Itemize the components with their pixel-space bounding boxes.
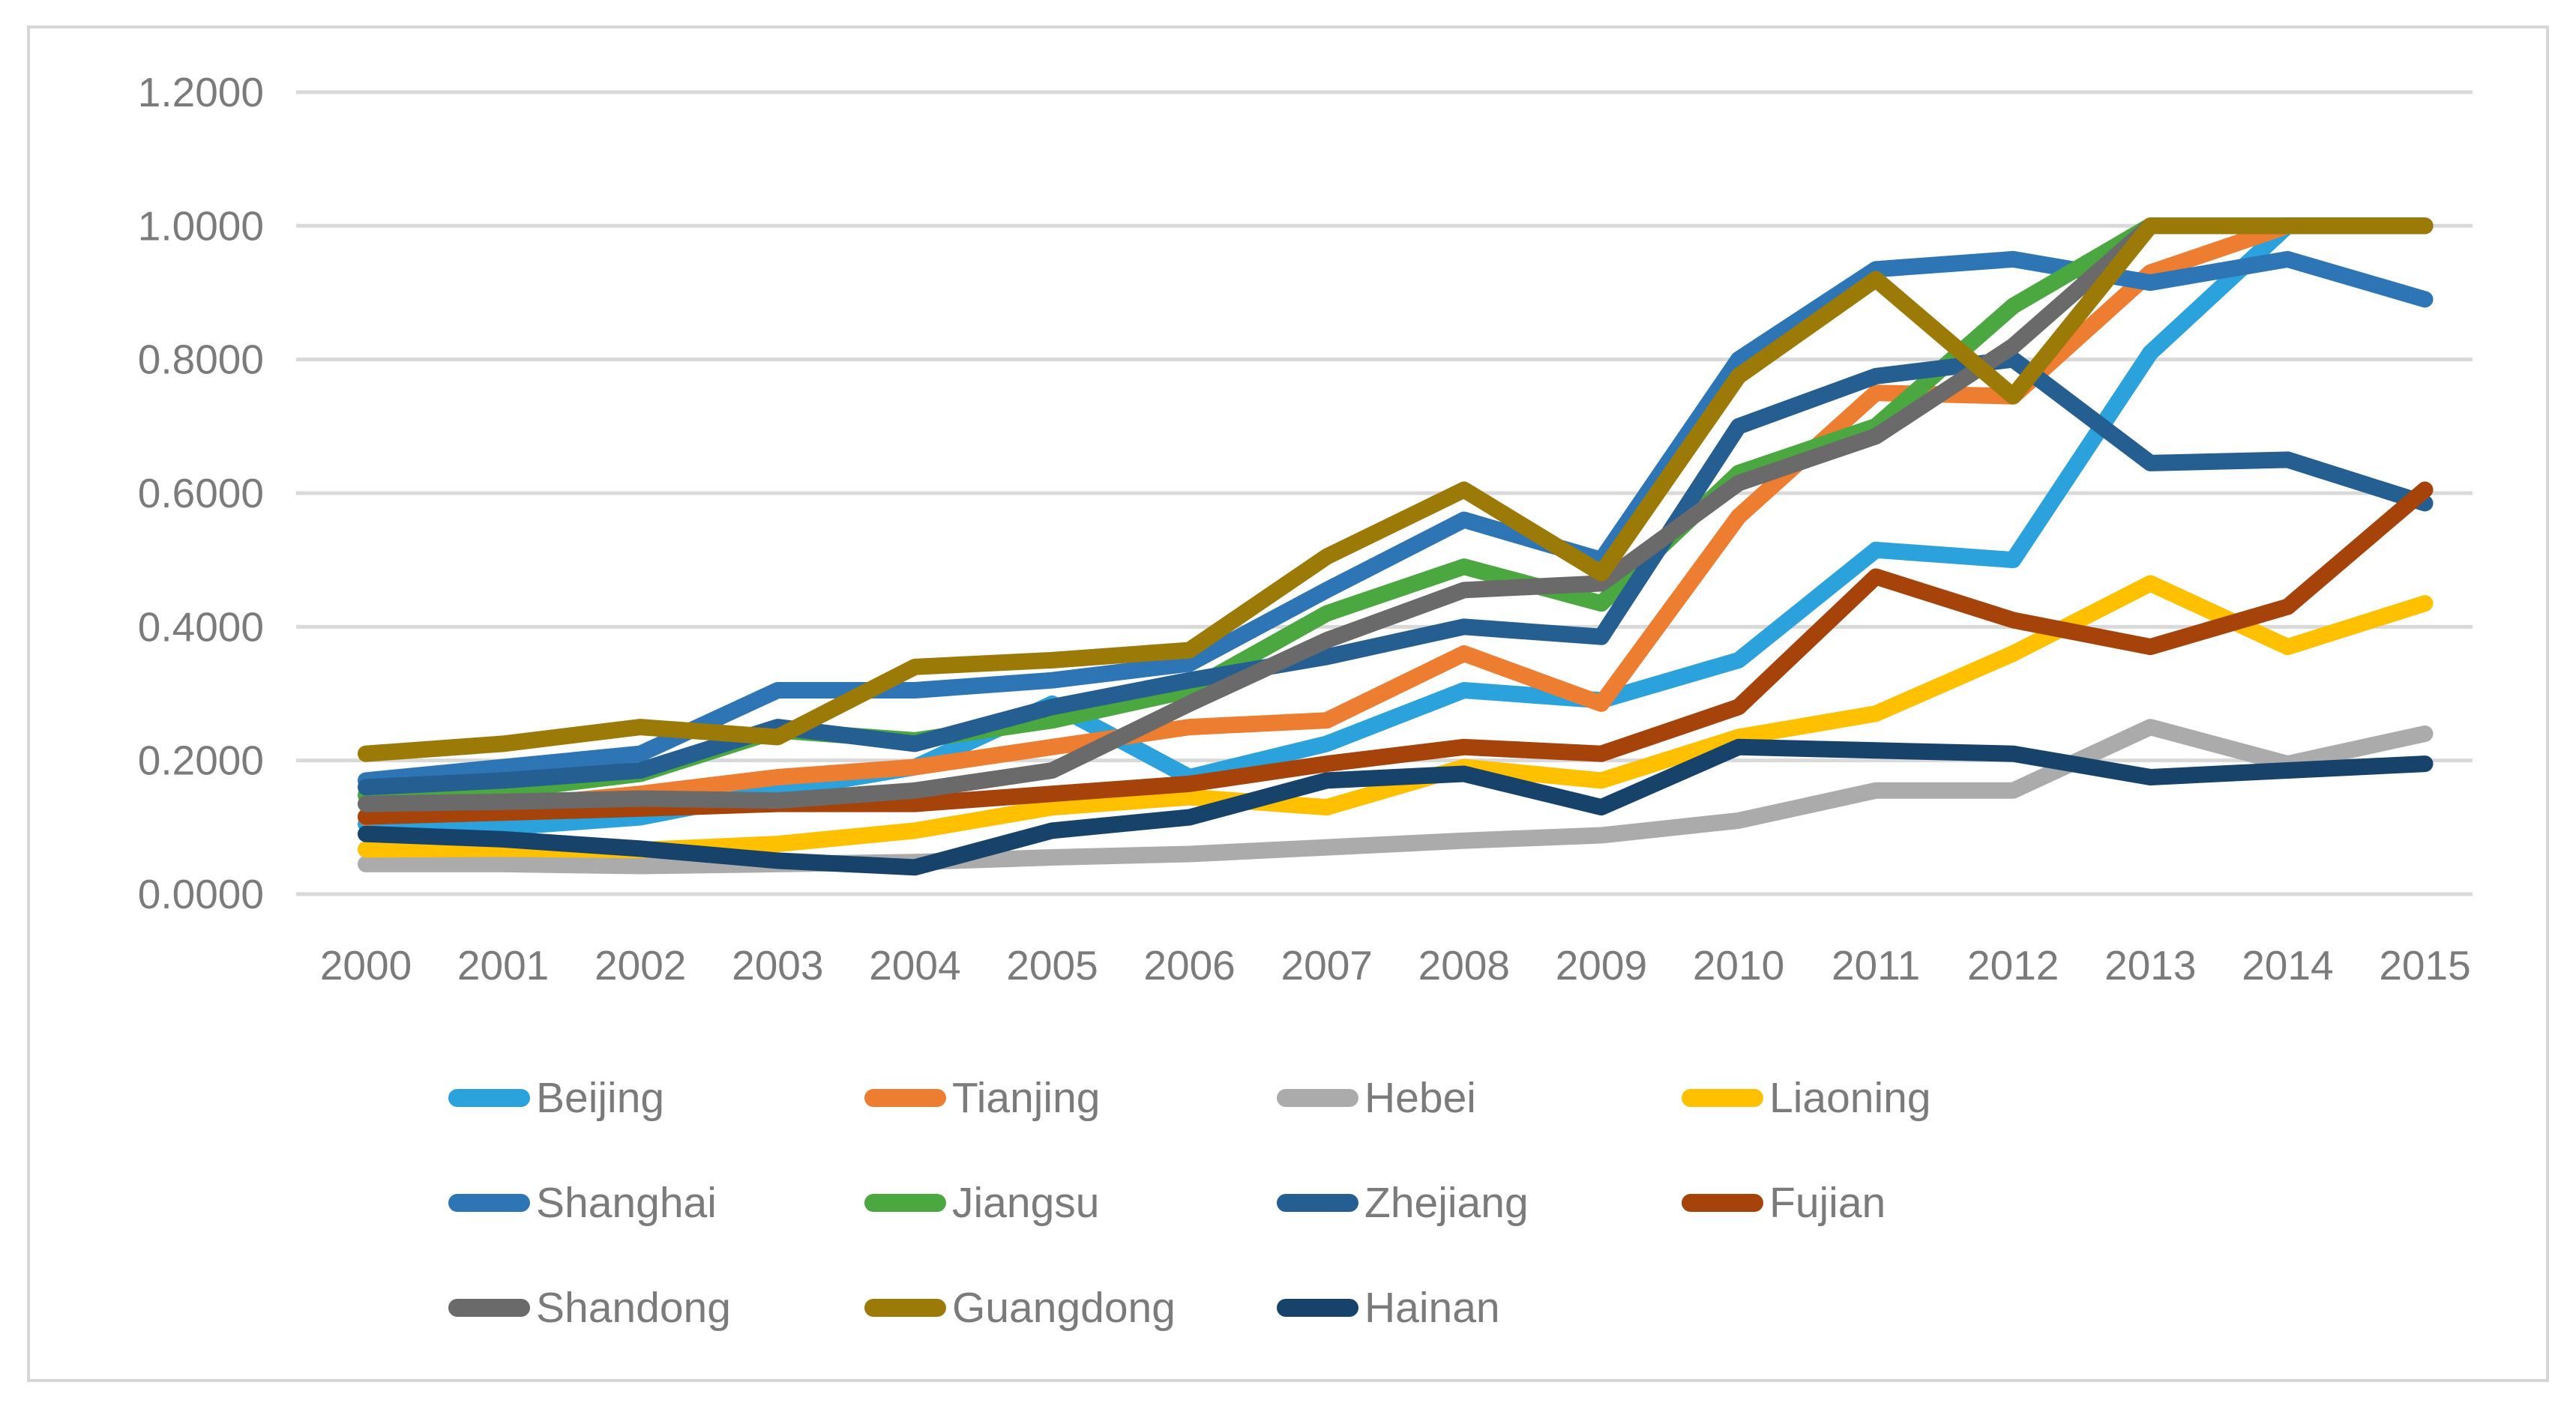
y-axis-tick-label: 0.2000 xyxy=(138,737,264,784)
x-axis-tick-label: 2014 xyxy=(2242,942,2333,989)
chart-outer-border xyxy=(27,25,2549,1382)
legend-item-shandong: Shandong xyxy=(448,1284,731,1332)
x-axis-tick-label: 2010 xyxy=(1693,942,1784,989)
y-axis-tick-label: 0.8000 xyxy=(138,337,264,383)
y-axis-tick-label: 0.4000 xyxy=(138,603,264,650)
x-axis-tick-label: 2001 xyxy=(457,942,549,989)
series-line-guangdong xyxy=(358,217,2434,762)
y-axis-tick-labels: 0.0000 0.2000 0.4000 0.6000 0.8000 1.0000 1.20… xyxy=(138,69,264,917)
chart-legend: Beijing Tianjing Hebei Liaoning Shanghai Jian… xyxy=(448,1074,1931,1332)
x-axis-tick-label: 2006 xyxy=(1143,942,1235,989)
x-axis-tick-label: 2015 xyxy=(2379,942,2470,989)
legend-item-jiangsu: Jiangsu xyxy=(864,1179,1099,1227)
legend-item-tianjing: Tianjing xyxy=(864,1074,1101,1122)
plot-area xyxy=(358,217,2434,876)
x-axis-tick-label: 2004 xyxy=(869,942,960,989)
y-axis-tick-label: 0.6000 xyxy=(138,470,264,516)
legend-label: Shanghai xyxy=(536,1179,717,1227)
x-axis-tick-label: 2012 xyxy=(1967,942,2059,989)
legend-label: Hebei xyxy=(1364,1074,1476,1122)
series-line-shandong xyxy=(358,217,2434,812)
x-axis-tick-labels: 2000 2001 2002 2003 2004 2005 2006 2007 2008 2009… xyxy=(320,942,2471,989)
legend-label: Guangdong xyxy=(952,1284,1176,1332)
x-axis-tick-label: 2008 xyxy=(1418,942,1510,989)
series-line-zhejiang xyxy=(358,351,2434,796)
x-axis-tick-label: 2013 xyxy=(2104,942,2196,989)
legend-item-hainan: Hainan xyxy=(1277,1284,1500,1332)
x-axis-tick-label: 2011 xyxy=(1832,942,1920,989)
legend-label: Zhejiang xyxy=(1364,1179,1529,1227)
x-axis-tick-label: 2007 xyxy=(1281,942,1373,989)
legend-item-shanghai: Shanghai xyxy=(448,1179,717,1227)
legend-item-fujian: Fujian xyxy=(1682,1179,1886,1227)
y-axis-tick-label: 0.0000 xyxy=(138,871,264,917)
legend-label: Liaoning xyxy=(1769,1074,1931,1122)
legend-label: Hainan xyxy=(1364,1284,1500,1332)
legend-label: Jiangsu xyxy=(952,1179,1099,1227)
x-axis-tick-label: 2003 xyxy=(732,942,823,989)
series-line-tianjing xyxy=(358,217,2434,826)
legend-item-liaoning: Liaoning xyxy=(1682,1074,1931,1122)
legend-label: Shandong xyxy=(536,1284,731,1332)
legend-item-beijing: Beijing xyxy=(448,1074,664,1122)
series-line-hainan xyxy=(358,738,2434,876)
y-axis-tick-label: 1.2000 xyxy=(138,69,264,115)
y-axis-tick-label: 1.0000 xyxy=(138,202,264,249)
legend-label: Beijing xyxy=(536,1074,664,1122)
legend-label: Tianjing xyxy=(952,1074,1101,1122)
x-axis-tick-label: 2005 xyxy=(1006,942,1098,989)
legend-item-guangdong: Guangdong xyxy=(864,1284,1176,1332)
legend-item-hebei: Hebei xyxy=(1277,1074,1476,1122)
x-axis-tick-label: 2009 xyxy=(1556,942,1647,989)
chart-border xyxy=(27,25,2549,1382)
legend-item-zhejiang: Zhejiang xyxy=(1277,1179,1529,1227)
legend-label: Fujian xyxy=(1769,1179,1886,1227)
x-axis-tick-label: 2002 xyxy=(595,942,686,989)
x-axis-tick-label: 2000 xyxy=(320,942,412,989)
